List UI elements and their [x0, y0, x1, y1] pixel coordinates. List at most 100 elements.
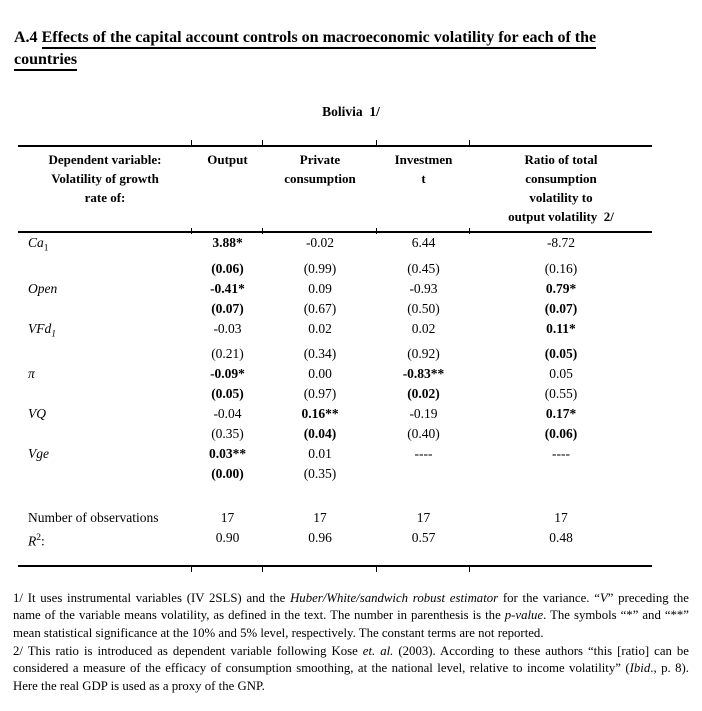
table-cell: 0.11*	[546, 320, 576, 336]
header-line: Volatility of growth	[51, 171, 159, 186]
footnote-segment: for the variance. “	[498, 590, 600, 605]
header-line: Dependent variable:	[48, 152, 162, 167]
row-label-text: VQ	[28, 406, 46, 422]
heading-underlined-text: Effects of the capital account controls …	[41, 29, 597, 49]
row-label-vq: VQ	[18, 404, 192, 424]
table-cell: 0.16**	[301, 406, 339, 422]
footnote-segment-italic: Ibid	[629, 661, 651, 676]
table-cell: (0.45)	[407, 260, 440, 276]
table-row: VFd1 -0.03 0.02 0.02 0.11*	[18, 319, 652, 345]
row-label-text: π	[28, 366, 35, 382]
footnote-segment-italic: V	[599, 590, 608, 605]
table-cell: (0.40)	[407, 426, 440, 442]
column-header-private-consumption: Private consumption	[262, 141, 377, 235]
table-cell: 0.02	[411, 320, 436, 336]
table-cell: (0.05)	[544, 346, 578, 362]
row-label-colon: :	[41, 533, 45, 549]
spacer-cell	[469, 551, 652, 572]
table-cell: 0.05	[549, 366, 573, 382]
table-cell: (0.06)	[211, 260, 244, 276]
table-cell: (0.67)	[303, 300, 337, 316]
column-header-dependent-variable: Dependent variable: Volatility of growth…	[18, 145, 192, 233]
table-cell: 0.01	[308, 446, 332, 462]
header-line: rate of:	[84, 190, 126, 205]
table-cell: (0.06)	[544, 426, 578, 442]
table-cell: (0.34)	[303, 346, 337, 362]
row-label-text: Vge	[28, 446, 49, 462]
row-label-subscript: 1	[51, 329, 56, 340]
table-cell: 0.17*	[545, 406, 577, 422]
table-cell: 17	[554, 510, 568, 526]
table-cell: (0.92)	[407, 346, 440, 362]
table-cell: 0.90	[215, 530, 240, 546]
table-row: (0.00) (0.35)	[18, 464, 652, 484]
row-label-empty	[18, 424, 192, 444]
row-label-text: Ca	[28, 235, 44, 250]
table-cell: (0.50)	[407, 300, 440, 316]
table-cell: (0.55)	[544, 386, 578, 402]
table-row: (0.35) (0.04) (0.40) (0.06)	[18, 424, 652, 444]
table-cell: (0.16)	[544, 260, 578, 276]
table-cell: 0.96	[308, 530, 332, 546]
header-line: Ratio of total	[524, 152, 598, 167]
table-row: Vge 0.03** 0.01 ---- ----	[18, 444, 652, 464]
table-cell: -0.83**	[402, 366, 445, 382]
table-cell: -0.02	[305, 235, 335, 250]
table-cell: -0.93	[409, 280, 438, 296]
table-caption: Bolivia 1/	[322, 104, 380, 119]
header-line: consumption	[525, 171, 597, 186]
footnote-segment: ” preceding the name of the variable mea…	[13, 590, 689, 623]
spacer-cell	[376, 551, 470, 572]
table-cell: 6.44	[411, 235, 436, 250]
page-title: A.4 Effects of the capital account contr…	[14, 27, 688, 71]
table-header-row: Dependent variable: Volatility of growth…	[18, 141, 652, 235]
table-cell: 0.02	[308, 320, 332, 336]
table-cell: (0.97)	[303, 386, 337, 402]
table-row: (0.06) (0.99) (0.45) (0.16)	[18, 259, 652, 279]
regression-table: Dependent variable: Volatility of growth…	[18, 141, 652, 572]
table-cell: 0.57	[411, 530, 436, 546]
row-label-vge: Vge	[18, 444, 192, 464]
header-line: Investmen	[394, 152, 453, 167]
row-label-superscript: 2	[36, 533, 41, 544]
footnote-segment-italic: p-value	[504, 608, 544, 623]
table-cell: (0.99)	[303, 260, 337, 276]
table-cell: 17	[220, 510, 235, 526]
table-row: Open -0.41* 0.09 -0.93 0.79*	[18, 279, 652, 299]
spacer-cell	[191, 551, 263, 572]
row-label-ca1: Ca1	[18, 232, 192, 259]
page-title-line-1: A.4 Effects of the capital account contr…	[14, 27, 688, 49]
footnote-segment: (2003). According to these authors “this…	[13, 643, 689, 676]
table-cell: (0.02)	[407, 386, 440, 402]
table-spacer-row	[18, 484, 652, 508]
table-cell	[377, 464, 470, 484]
header-line: volatility to	[529, 190, 593, 205]
row-label-empty	[18, 464, 192, 484]
table-cell: 0.09	[308, 280, 332, 296]
header-line: Output	[207, 152, 248, 167]
table-row-rsquared: R2: 0.90 0.96 0.57 0.48	[18, 528, 652, 552]
table-cell: 0.79*	[545, 280, 577, 296]
table-cell: 0.00	[308, 366, 332, 382]
row-label-text: Open	[28, 280, 58, 296]
document-page: A.4 Effects of the capital account contr…	[0, 27, 702, 711]
table-cell: (0.21)	[211, 346, 244, 362]
footnote-1: 1/ It uses instrumental variables (IV 2S…	[13, 590, 689, 643]
table-row: (0.05) (0.97) (0.02) (0.55)	[18, 384, 652, 404]
table-row: Ca1 3.88* -0.02 6.44 -8.72	[18, 232, 652, 259]
footnote-segment-italic: et. al.	[362, 643, 394, 658]
table-cell: (0.35)	[211, 426, 244, 442]
table-cell: (0.00)	[211, 466, 244, 482]
table-cell: -8.72	[546, 235, 576, 250]
row-label-empty	[18, 384, 192, 404]
table-cell	[470, 464, 652, 484]
table-row: (0.07) (0.67) (0.50) (0.07)	[18, 299, 652, 319]
table-cell: ----	[552, 446, 570, 462]
heading-number: A.4	[14, 29, 42, 46]
spacer-cell	[18, 551, 192, 567]
spacer-cell	[18, 484, 652, 508]
row-label-vfd1: VFd1	[18, 319, 192, 345]
table-cell: (0.07)	[544, 300, 578, 316]
row-label-text: R	[28, 533, 37, 549]
row-label-text: VFd	[28, 320, 52, 336]
